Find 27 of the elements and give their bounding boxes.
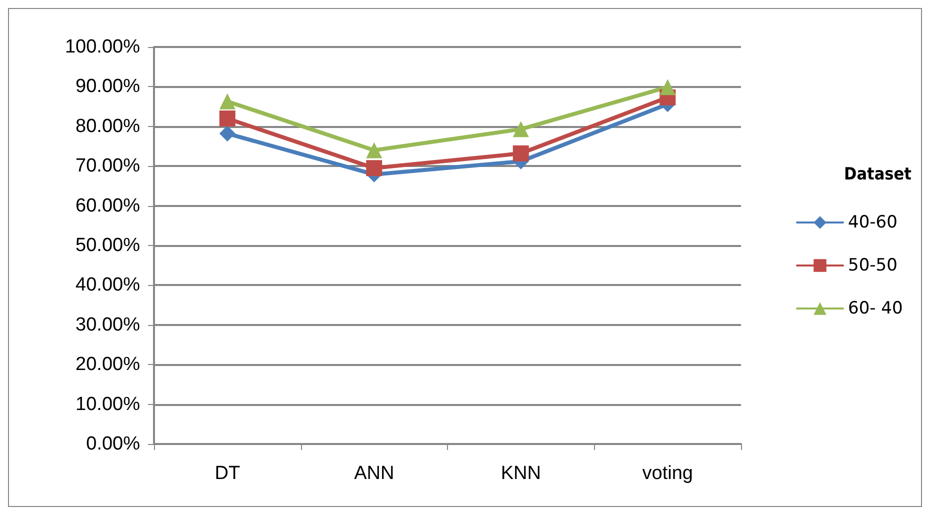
- y-tick-label: 40.00%: [76, 274, 140, 296]
- y-tick-label: 20.00%: [76, 354, 140, 376]
- y-tick-label: 50.00%: [76, 235, 140, 256]
- point: [219, 93, 236, 110]
- y-tick-label: 60.00%: [76, 195, 140, 216]
- legend-title: Dataset: [844, 164, 912, 184]
- y-tick-label: 100.00%: [64, 36, 140, 58]
- point: [366, 160, 382, 176]
- x-tick-label: DT: [214, 463, 240, 484]
- point: [219, 126, 236, 142]
- y-tick-label: 90.00%: [76, 76, 140, 98]
- y-tick-label: 30.00%: [76, 314, 140, 336]
- point: [512, 121, 529, 138]
- point: [512, 145, 529, 162]
- y-tick-label: 70.00%: [76, 156, 140, 177]
- legend-label: 40-60: [848, 212, 898, 232]
- y-tick-label: 0.00%: [86, 434, 140, 454]
- legend-label: 60- 40: [848, 298, 903, 318]
- x-tick-label: KNN: [500, 463, 541, 484]
- x-tick-label: ANN: [354, 463, 394, 484]
- y-tick-label: 80.00%: [76, 116, 140, 137]
- legend-label: 50-50: [848, 256, 898, 276]
- point: [660, 79, 676, 96]
- y-tick-label: 10.00%: [76, 394, 140, 415]
- point: [219, 110, 236, 126]
- x-tick-label: voting: [642, 463, 693, 484]
- point: [366, 142, 382, 158]
